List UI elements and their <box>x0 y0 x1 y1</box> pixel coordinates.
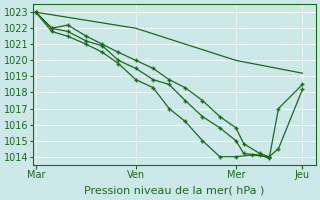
X-axis label: Pression niveau de la mer( hPa ): Pression niveau de la mer( hPa ) <box>84 186 265 196</box>
